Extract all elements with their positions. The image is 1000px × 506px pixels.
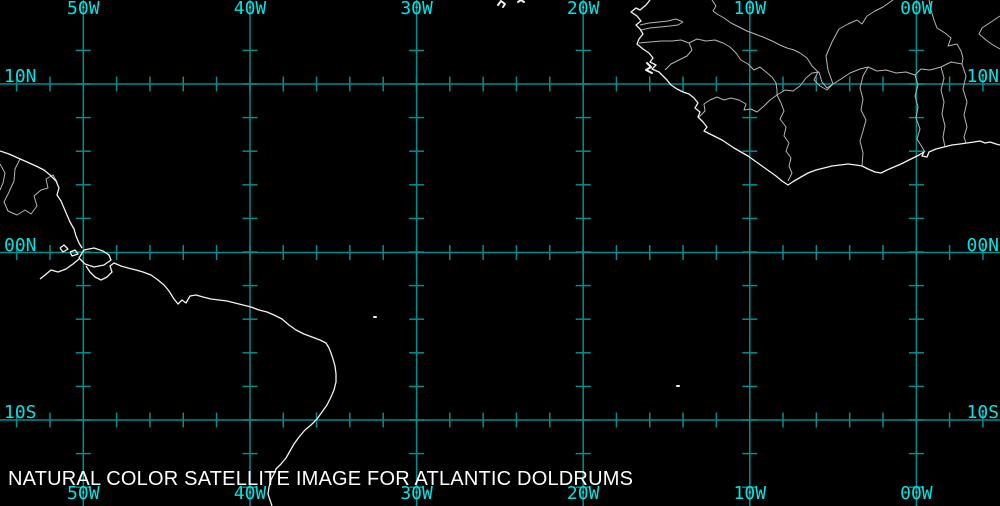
island-cape-verde-island-1 <box>497 0 506 8</box>
border-french-guiana-south-east <box>7 174 58 216</box>
border-senegal-mali <box>711 0 801 54</box>
island-bijagos-islets <box>645 62 653 74</box>
coastline-marajo-island <box>78 247 112 268</box>
border-suriname-west <box>0 163 6 191</box>
border-liberia-ivorycoast <box>776 94 793 182</box>
border-gambia-north <box>639 18 684 26</box>
border-niger-nigeria <box>978 15 1000 50</box>
border-benin-nigeria <box>961 63 968 144</box>
border-togo-benin <box>940 66 946 148</box>
coastline-delta-islet-1 <box>59 244 69 253</box>
border-french-guiana-west <box>3 158 21 212</box>
border-burkina-south <box>832 61 963 85</box>
caption-block: NATURAL COLOR SATELLITE IMAGE FOR ATLANT… <box>8 424 633 506</box>
border-guinea-mali <box>729 46 778 95</box>
coastline-delta-islet-2 <box>69 249 79 257</box>
border-senegal-guineabissau <box>638 39 690 44</box>
coastline-west-africa-coast <box>630 0 1000 186</box>
border-mali-burkina-west <box>799 52 834 91</box>
border-ghana-ivorycoast <box>859 66 869 167</box>
border-ghana-togo <box>914 74 926 153</box>
coastline-brazil-coast <box>85 262 337 506</box>
border-burkina-north <box>825 0 894 85</box>
border-guineabissau-guinea <box>664 42 693 71</box>
coastline-guianas-north-coast <box>0 150 83 249</box>
coastline-amazon-south-bank <box>39 258 80 280</box>
border-senegal-guinea-mali <box>688 38 731 48</box>
border-gambia-south <box>640 21 684 31</box>
island-cape-verde-island-2 <box>517 0 525 3</box>
border-sierraleone-guinea-liberia <box>698 94 778 118</box>
caption-title: NATURAL COLOR SATELLITE IMAGE FOR ATLANT… <box>8 468 634 490</box>
border-guinea-ivorycoast-mali <box>776 71 834 96</box>
border-burkina-east <box>928 0 964 65</box>
